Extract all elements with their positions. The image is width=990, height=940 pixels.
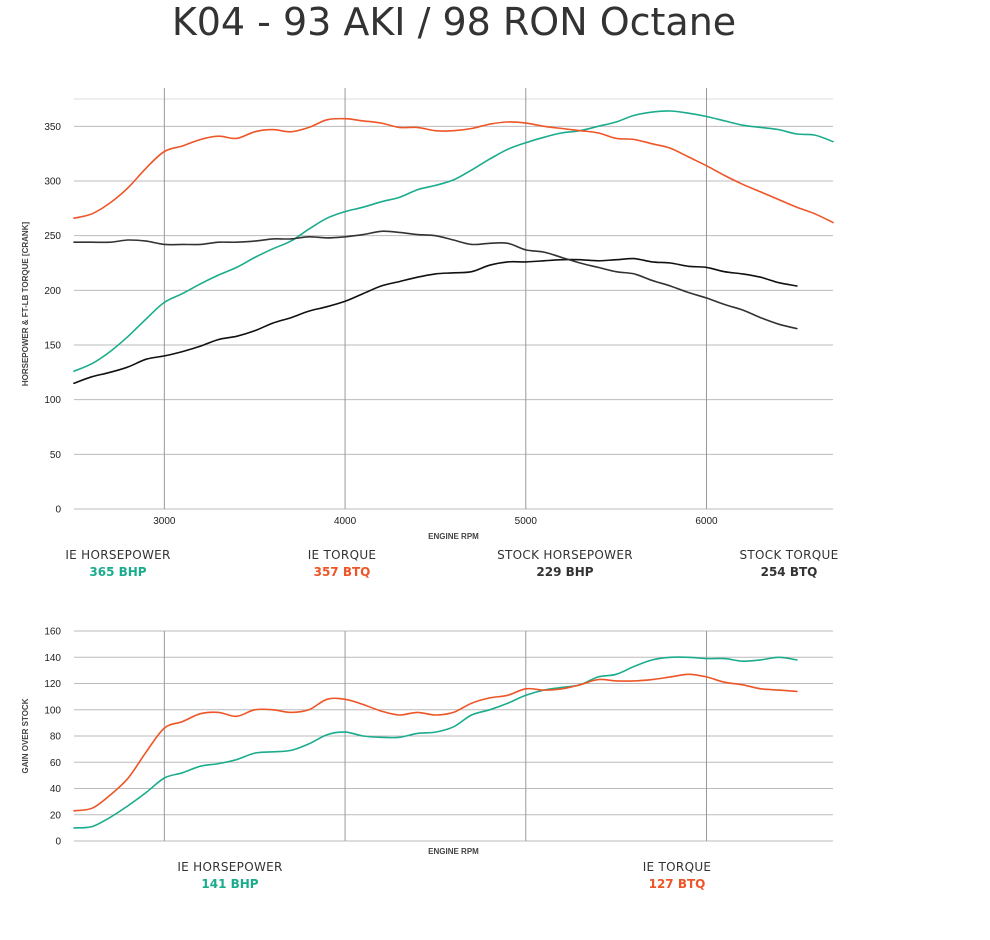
- y-axis-title: HORSEPOWER & FT-LB TORQUE [CRANK]: [21, 222, 30, 387]
- legend-value: 365 BHP: [89, 565, 147, 579]
- y-tick-label-140: 140: [44, 653, 61, 664]
- x-tick-label-4000: 4000: [334, 516, 357, 527]
- power-torque-chart: 0 50 100 150 200 250 300 350 3000 4000 5000 6000 ENG…: [21, 88, 834, 541]
- y-tick-label-160: 160: [44, 627, 61, 638]
- legend-label: STOCK TORQUE: [739, 548, 839, 562]
- y-tick-label-120: 120: [44, 679, 61, 690]
- y-tick-label-150: 150: [44, 341, 61, 352]
- legend-stock-horsepower: STOCK HORSEPOWER 229 BHP: [490, 548, 640, 579]
- x-tick-label-6000: 6000: [695, 516, 718, 527]
- legend-label: IE TORQUE: [642, 860, 712, 874]
- y-tick-label-20: 20: [50, 810, 62, 821]
- legend-label: IE TORQUE: [307, 548, 377, 562]
- legend-label: IE HORSEPOWER: [177, 860, 283, 874]
- y-tick-label-60: 60: [50, 758, 62, 769]
- x-axis-title: ENGINE RPM: [428, 532, 479, 541]
- legend-value: 229 BHP: [536, 565, 594, 579]
- series-line-ie-horsepower: [73, 656, 798, 829]
- page-title: K04 - 93 AKI / 98 RON Octane: [171, 0, 737, 44]
- y-tick-label-350: 350: [44, 122, 61, 133]
- series-line-ie-torque: [73, 117, 834, 224]
- x-tick-label-3000: 3000: [153, 516, 176, 527]
- legend-stock-torque: STOCK TORQUE 254 BTQ: [734, 548, 844, 579]
- legend-gain-ie-torque: IE TORQUE 127 BTQ: [617, 860, 737, 891]
- legend-label: IE HORSEPOWER: [65, 548, 171, 562]
- legend-value: 254 BTQ: [760, 565, 818, 579]
- y-tick-label-0: 0: [55, 837, 61, 848]
- legend-value: 357 BTQ: [313, 565, 371, 579]
- y-tick-label-40: 40: [50, 784, 62, 795]
- series-line-ie-horsepower: [73, 110, 834, 372]
- series-line-stock-horsepower: [73, 257, 798, 385]
- y-tick-label-200: 200: [44, 286, 61, 297]
- y-tick-label-0: 0: [55, 505, 61, 516]
- legend-value: 141 BHP: [201, 877, 259, 891]
- y-tick-label-100: 100: [44, 395, 61, 406]
- y-tick-label-250: 250: [44, 231, 61, 242]
- series-line-ie-torque: [73, 673, 798, 812]
- legend-ie-horsepower: IE HORSEPOWER 365 BHP: [58, 548, 178, 579]
- series-line-stock-torque: [73, 230, 798, 330]
- legend-gain-ie-horsepower: IE HORSEPOWER 141 BHP: [170, 860, 290, 891]
- x-tick-label-5000: 5000: [515, 516, 538, 527]
- legend-ie-torque: IE TORQUE 357 BTQ: [282, 548, 402, 579]
- legend-value: 127 BTQ: [648, 877, 706, 891]
- legend-label: STOCK HORSEPOWER: [497, 548, 633, 562]
- y-tick-label-80: 80: [50, 732, 62, 743]
- y-tick-label-100: 100: [44, 705, 61, 716]
- x-axis-title: ENGINE RPM: [428, 847, 479, 856]
- y-tick-label-50: 50: [50, 450, 62, 461]
- y-tick-label-300: 300: [44, 177, 61, 188]
- y-axis-title: GAIN OVER STOCK: [21, 698, 30, 773]
